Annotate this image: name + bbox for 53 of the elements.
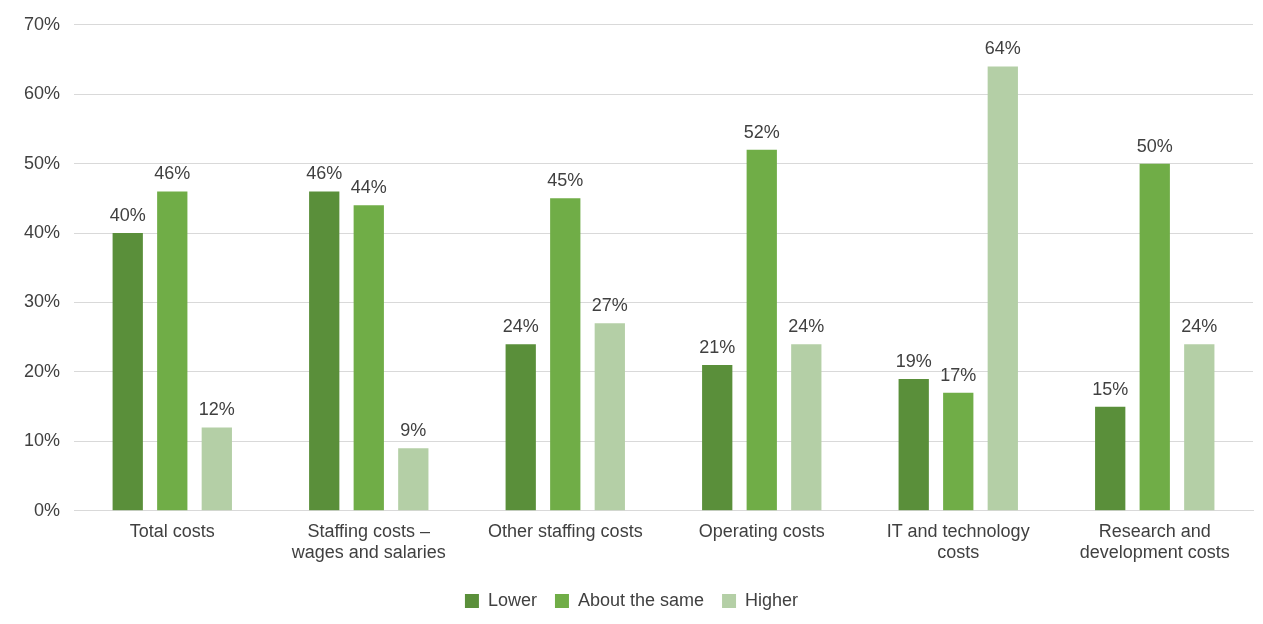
y-tick-label: 40% [24,222,61,243]
bar [201,427,232,511]
data-label: 27% [591,295,628,316]
bar [746,149,777,511]
x-tick-label: Total costs [129,520,215,541]
data-label: 46% [154,163,191,184]
bar [353,205,384,511]
legend-label: About the same [577,589,705,610]
data-label: 52% [743,121,780,142]
y-tick-label: 70% [24,13,61,34]
y-tick-label: 20% [24,360,61,381]
y-tick-label: 30% [24,291,61,312]
data-label: 19% [895,350,932,371]
bar [1095,406,1126,511]
y-tick-label: 10% [24,430,61,451]
bar [112,233,143,511]
bar [1139,163,1170,511]
data-label: 12% [198,399,235,420]
bar [309,191,340,511]
data-label: 64% [984,38,1021,59]
data-label: 24% [502,316,539,337]
bar [1184,344,1215,511]
y-tick-label: 50% [24,152,61,173]
x-tick-label: Research and development costs [1079,520,1230,563]
legend-label: Higher [745,589,799,610]
data-label: 45% [547,170,584,191]
x-tick-label: Staffing costs – wages and salaries [290,520,446,563]
data-label: 15% [1092,378,1129,399]
data-label: 24% [1181,316,1218,337]
data-label: 44% [350,177,387,198]
data-label: 21% [699,336,736,357]
data-label: 50% [1136,135,1173,156]
x-tick-label: Other staffing costs [487,520,643,541]
legend-label: Lower [487,589,537,610]
data-label: 24% [788,316,825,337]
data-label: 46% [306,163,343,184]
bar [987,66,1018,511]
x-tick-label: Operating costs [698,520,825,541]
x-tick-label: IT and technology costs [886,520,1030,563]
bar [550,198,581,511]
bar [791,344,822,511]
y-tick-label: 0% [34,499,61,520]
bar [157,191,188,511]
bar [505,344,536,511]
y-tick-label: 60% [24,83,61,104]
data-label: 40% [109,205,146,226]
data-label: 9% [400,420,427,441]
bar [943,392,974,511]
bar [898,378,929,511]
bar [702,365,733,511]
bar [594,323,625,511]
bar [398,448,429,511]
data-label: 17% [940,364,977,385]
